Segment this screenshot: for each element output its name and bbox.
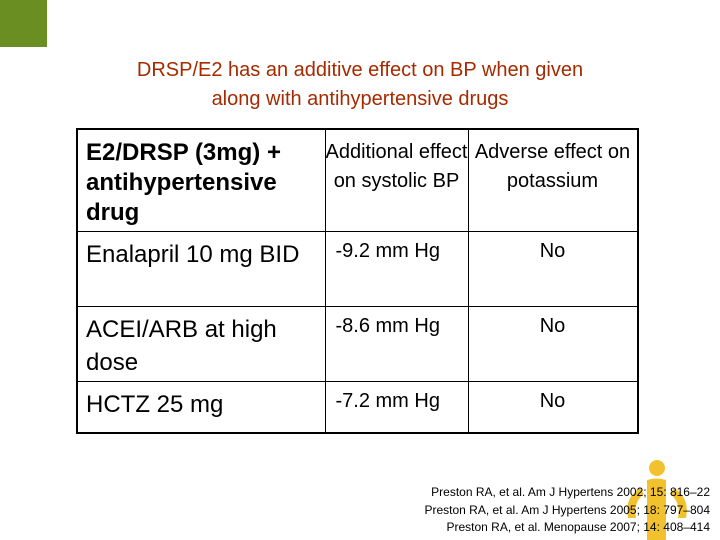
- cell-bp-effect: -7.2 mm Hg: [324, 380, 469, 434]
- results-table: E2/DRSP (3mg) + antihypertensive drug Ad…: [76, 128, 639, 434]
- header-potassium: Adverse effect on potassium: [467, 128, 638, 232]
- references: Preston RA, et al. Am J Hypertens 2002; …: [424, 484, 710, 537]
- figure-logo-icon: [627, 460, 687, 540]
- header-bp-effect: Additional effect on systolic BP: [324, 128, 469, 232]
- table-row: ACEI/ARB at high dose -8.6 mm Hg No: [76, 305, 638, 382]
- reference-item: Preston RA, et al. Am J Hypertens 2005; …: [424, 502, 710, 517]
- cell-drug: ACEI/ARB at high dose: [76, 305, 326, 382]
- title-line-1: DRSP/E2 has an additive effect on BP whe…: [136, 59, 584, 81]
- cell-drug: HCTZ 25 mg: [76, 380, 326, 434]
- table-header-row: E2/DRSP (3mg) + antihypertensive drug Ad…: [76, 128, 638, 232]
- table-row: Enalapril 10 mg BID -9.2 mm Hg No: [76, 230, 638, 307]
- reference-item: Preston RA, et al. Am J Hypertens 2002; …: [431, 485, 710, 499]
- cell-bp-effect: -8.6 mm Hg: [324, 305, 469, 382]
- cell-bp-effect: -9.2 mm Hg: [324, 230, 469, 307]
- cell-potassium: No: [467, 380, 638, 434]
- header-treatment: E2/DRSP (3mg) + antihypertensive drug: [76, 128, 326, 232]
- table-row: HCTZ 25 mg -7.2 mm Hg No: [76, 380, 638, 434]
- cell-drug: Enalapril 10 mg BID: [76, 230, 326, 307]
- title-line-2: along with antihypertensive drugs: [211, 88, 509, 110]
- corner-accent-square: [0, 0, 47, 47]
- slide-title: DRSP/E2 has an additive effect on BP whe…: [40, 56, 680, 114]
- cell-potassium: No: [467, 230, 638, 307]
- reference-item: Preston RA, et al. Menopause 2007; 14: 4…: [446, 520, 710, 534]
- cell-potassium: No: [467, 305, 638, 382]
